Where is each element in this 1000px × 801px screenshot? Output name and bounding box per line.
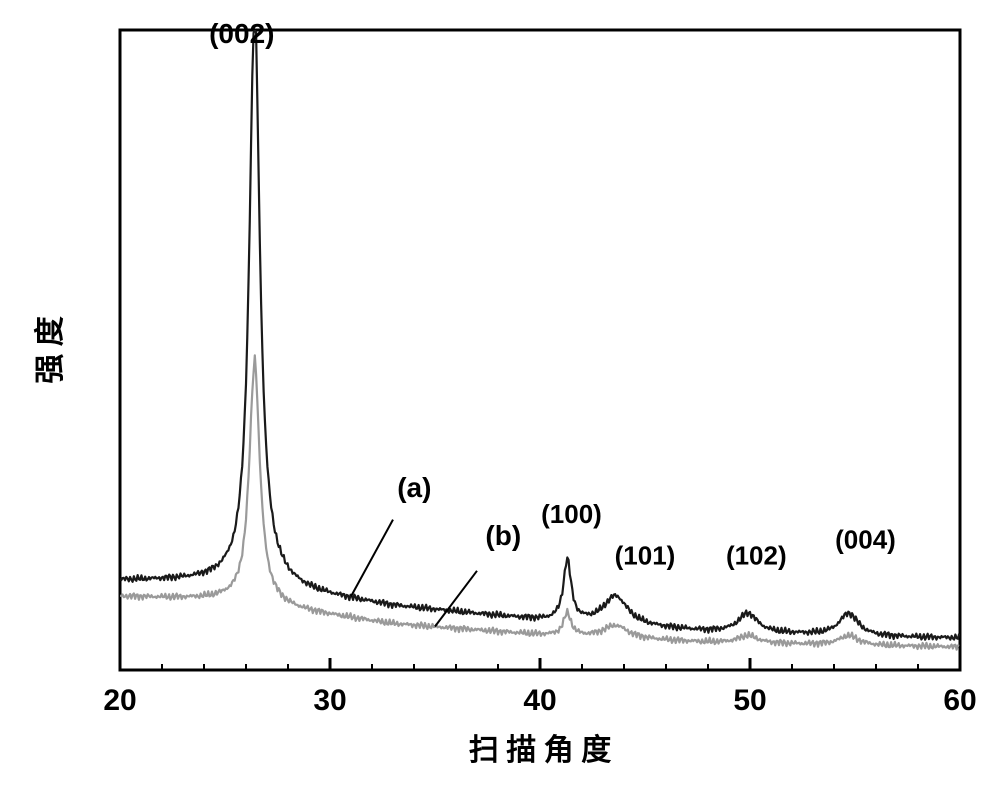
svg-text:30: 30 [313,684,346,717]
peak-label: (100) [541,499,602,529]
chart-svg: 20 30 40 50 60 扫 描 角 度 强 度 (002) (100) (101) (102)… [0,0,1000,801]
peak-label: (102) [726,540,787,570]
svg-text:60: 60 [943,684,976,717]
peak-label: (101) [615,540,676,570]
x-axis-label: 扫 描 角 度 [469,734,612,767]
peak-label: (004) [835,524,896,554]
peak-label: (002) [209,18,274,49]
svg-text:50: 50 [733,684,766,717]
svg-text:20: 20 [103,684,136,717]
svg-text:40: 40 [523,684,556,717]
xrd-chart: 20 30 40 50 60 扫 描 角 度 强 度 (002) (100) (101) (102)… [0,0,1000,801]
series-label: (a) [397,472,431,503]
y-axis-label: 强 度 [34,316,67,384]
series-label: (b) [485,520,521,551]
